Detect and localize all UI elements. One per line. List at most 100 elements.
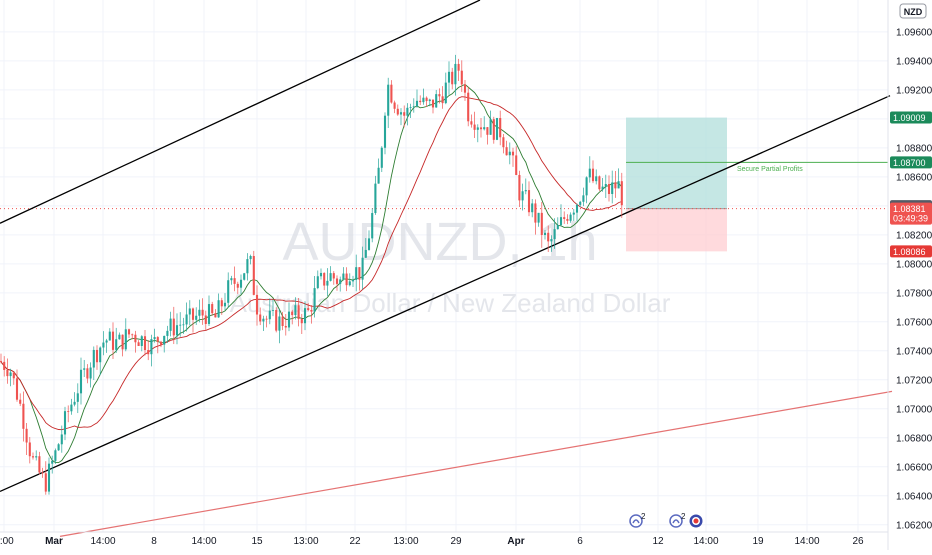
moving-averages [0,83,623,464]
candle-body [492,119,495,140]
candle-body [515,155,518,175]
trade-zones[interactable] [0,117,888,252]
candle-body [569,214,572,221]
candle-body [534,203,537,223]
ma-fast-line [0,83,623,464]
candle-body [476,127,479,130]
candle-body [524,190,527,192]
candle-body [204,315,207,324]
candle-body [380,147,383,168]
candle-body [575,204,579,213]
candle-body [614,182,617,189]
candle-body [316,276,319,289]
candle-body [307,308,310,310]
candle-body [473,124,476,130]
candle-body [252,255,255,295]
currency-badge-text: NZD [904,7,923,17]
x-tick-label: Mar [45,536,63,547]
candle-body [495,118,499,140]
candle-body [188,308,191,315]
candle-body [150,339,153,355]
price-labels: 1.090091.087001.083981.0838103:49:391.08… [890,111,932,258]
candle-body [447,71,451,83]
candle-body [239,279,243,288]
event-icons[interactable]: 2 2 [629,512,703,528]
candle-body [220,300,223,307]
candle-body [99,347,102,363]
y-tick-label: 1.07400 [896,346,932,357]
y-tick-label: 1.09400 [896,56,932,67]
candle-body [563,217,566,219]
channel-line[interactable] [0,95,891,493]
candle-body [364,249,367,258]
candle-body [265,318,268,320]
event-icon[interactable]: 2 [669,512,686,528]
candle-body [271,310,275,311]
candle-body [403,112,406,116]
candle-body [399,112,403,115]
candle-body [15,378,19,400]
x-tick-label: 29 [450,536,462,547]
candle-body [559,217,563,226]
candle-body [463,84,467,93]
candle-body [454,63,457,85]
candle-body [310,309,313,312]
candle-body [105,340,108,343]
candle-body [332,273,335,279]
candle-body [198,309,201,316]
candle-body [499,118,502,138]
candle-body [284,325,287,328]
price-label-box [890,156,932,169]
price-label-text: 1.08086 [893,247,926,257]
candle-body [121,334,124,350]
y-tick-label: 1.08200 [896,230,932,241]
candle-body [415,100,419,107]
price-axis[interactable]: 1.06200 1.06400 1.06600 1.06800 1.07000 1.072… [887,0,932,550]
stop-loss-zone[interactable] [626,208,727,252]
candle-body [390,84,393,103]
trend-lines[interactable] [0,0,893,537]
take-profit-zone[interactable] [626,117,727,209]
candle-body [124,329,127,350]
candle-body [502,137,505,148]
candle-body [127,329,131,335]
candle-body [54,450,57,461]
candle-body [287,311,291,328]
time-axis[interactable]: 4:00 Mar 14:00 8 14:00 15 13:00 22 13:00 29 Apr 6 12… [0,531,888,547]
flag-icon[interactable] [689,514,703,528]
candle-body [412,106,415,108]
svg-text:2: 2 [681,512,686,521]
candle-body [553,229,556,240]
candle-body [361,257,364,280]
candle-body [579,201,582,205]
currency-badge[interactable]: NZD [899,3,927,19]
support-line[interactable] [59,390,893,537]
candle-body [12,372,15,379]
candle-body [118,334,121,340]
candle-body [57,444,60,451]
candle-body [460,70,463,85]
candle-body [319,272,323,277]
countdown-label: 03:49:39 [893,214,928,224]
candle-body [131,334,134,336]
candle-body [182,324,185,326]
candle-body [236,283,239,288]
candle-body [89,367,92,379]
candle-body [620,181,623,206]
candle-body [355,267,358,280]
candle-body [86,368,89,379]
candle-body [585,177,588,196]
candle-body [393,102,396,109]
candle-body [422,97,425,103]
y-tick-label: 1.06800 [896,433,932,444]
y-tick-label: 1.09200 [896,85,932,96]
channel-line[interactable] [0,0,481,224]
candle-body [383,115,387,148]
candle-body [326,280,329,286]
event-icon[interactable]: 2 [629,512,646,528]
candle-body [79,369,83,394]
candle-body [483,127,486,130]
candle-body [246,259,249,274]
candle-body [604,184,607,187]
